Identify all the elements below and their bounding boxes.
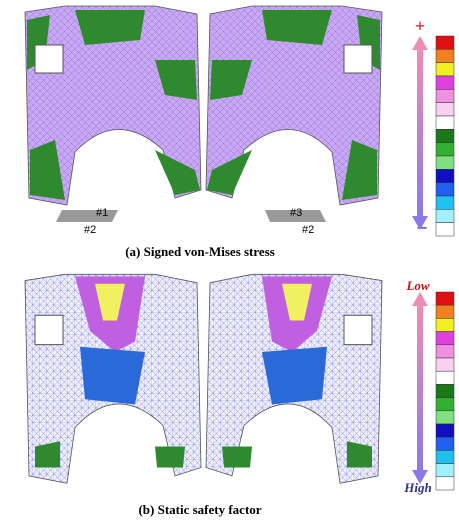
legend-swatch — [436, 116, 454, 129]
legend-swatch — [436, 196, 454, 209]
legend-swatch — [436, 345, 454, 358]
caption: (b) Static safety factor — [138, 502, 261, 517]
legend-bottom: High — [403, 480, 431, 495]
legend-swatch — [436, 437, 454, 450]
legend-swatch — [436, 49, 454, 62]
legend-swatch — [436, 36, 454, 49]
support-label: #2 — [84, 224, 96, 236]
legend-swatch — [436, 89, 454, 102]
fem-model-a-left — [25, 6, 201, 205]
support-label: #1 — [96, 207, 108, 219]
legend-swatch — [436, 156, 454, 169]
legend-swatch — [436, 371, 454, 384]
support-label: #2 — [302, 224, 314, 236]
legend-top: + — [415, 16, 425, 36]
legend-swatch — [436, 332, 454, 345]
legend-arrow — [417, 304, 423, 472]
legend-top: Low — [405, 278, 429, 293]
legend-swatch — [436, 223, 454, 236]
legend-swatch — [436, 411, 454, 424]
legend-swatch — [436, 318, 454, 331]
legend-arrowhead — [412, 36, 428, 50]
figure: #1 #2 #3 #2 (a) Signed von-Mises stress … — [0, 0, 459, 521]
legend-swatch — [436, 63, 454, 76]
legend-swatch — [436, 209, 454, 222]
support-label: #3 — [290, 207, 302, 219]
legend-arrowhead — [412, 292, 428, 306]
fem-model-a-right — [206, 6, 382, 205]
legend-swatch — [436, 384, 454, 397]
legend-swatch — [436, 358, 454, 371]
legend-swatch — [436, 424, 454, 437]
caption: (a) Signed von-Mises stress — [125, 244, 275, 259]
legend-swatch — [436, 464, 454, 477]
legend-swatch — [436, 398, 454, 411]
color-legends — [412, 36, 454, 490]
fem-model-b-left — [25, 274, 201, 483]
legend-swatch — [436, 103, 454, 116]
legend-swatch — [436, 477, 454, 490]
legend-swatch — [436, 450, 454, 463]
legend-swatch — [436, 183, 454, 196]
legend-swatch — [436, 292, 454, 305]
legend-arrow — [417, 48, 423, 218]
legend-swatch — [436, 76, 454, 89]
legend-swatch — [436, 143, 454, 156]
legend-swatch — [436, 305, 454, 318]
legend-swatch — [436, 129, 454, 142]
fem-model-b-right — [206, 274, 382, 483]
legend-swatch — [436, 169, 454, 182]
